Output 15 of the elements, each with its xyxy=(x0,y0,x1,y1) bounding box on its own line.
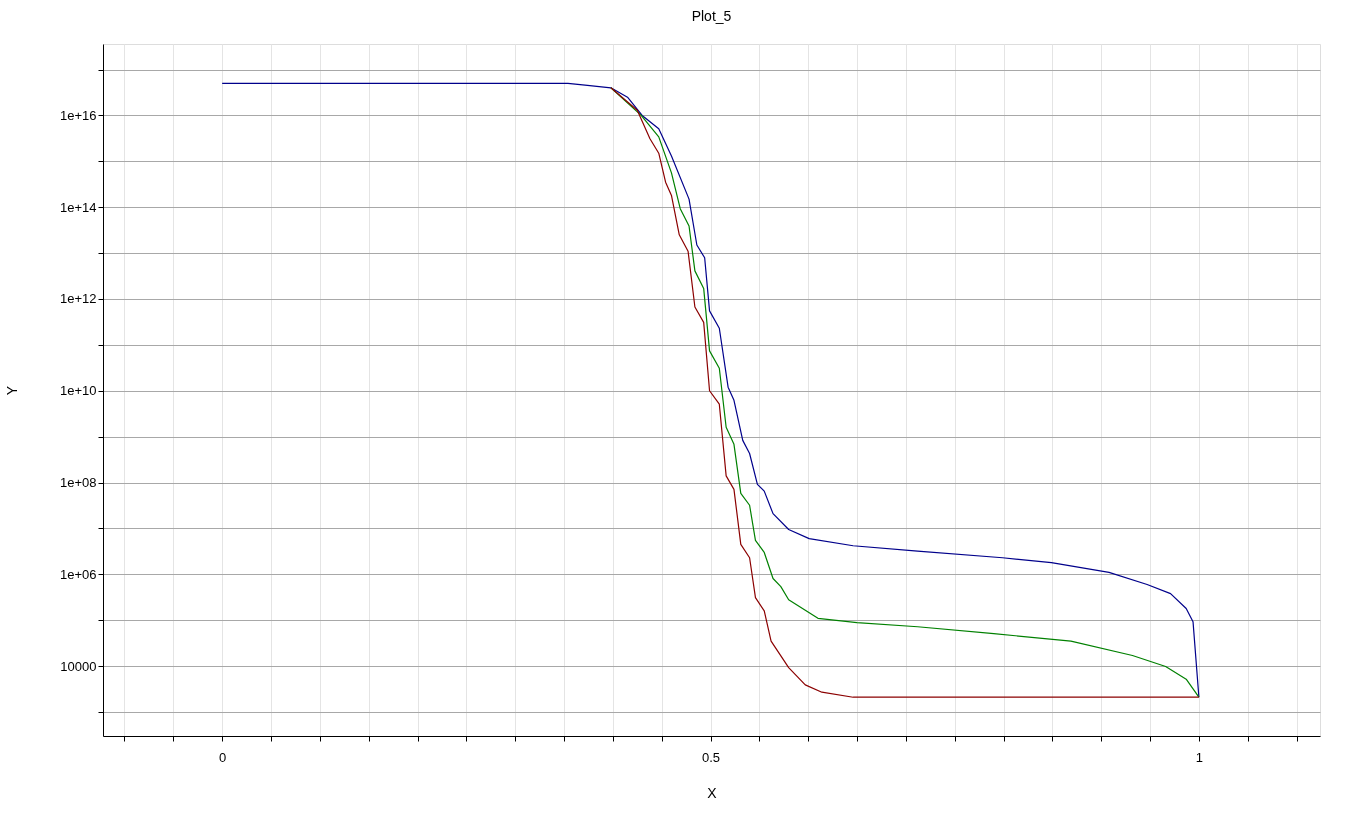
x-axis-title: X xyxy=(707,784,718,801)
y-tick-label: 1e+08 xyxy=(59,475,97,491)
line-series xyxy=(221,82,1200,698)
y-tick-label: 1e+10 xyxy=(59,383,97,399)
chart-title: Plot_5 xyxy=(691,8,732,24)
y-tick-label: 1e+16 xyxy=(59,107,97,123)
line-series xyxy=(610,87,1200,698)
y-axis-title: Y xyxy=(3,385,20,396)
y-tick-label: 1e+06 xyxy=(59,566,97,582)
x-tick-label: 1 xyxy=(1195,749,1203,765)
y-tick-label: 10000 xyxy=(60,658,97,674)
x-tick-label: 0.5 xyxy=(701,749,721,765)
x-tick-label: 0 xyxy=(219,749,227,765)
y-tick-label: 1e+12 xyxy=(59,291,97,307)
y-tick-label: 1e+14 xyxy=(59,199,97,215)
